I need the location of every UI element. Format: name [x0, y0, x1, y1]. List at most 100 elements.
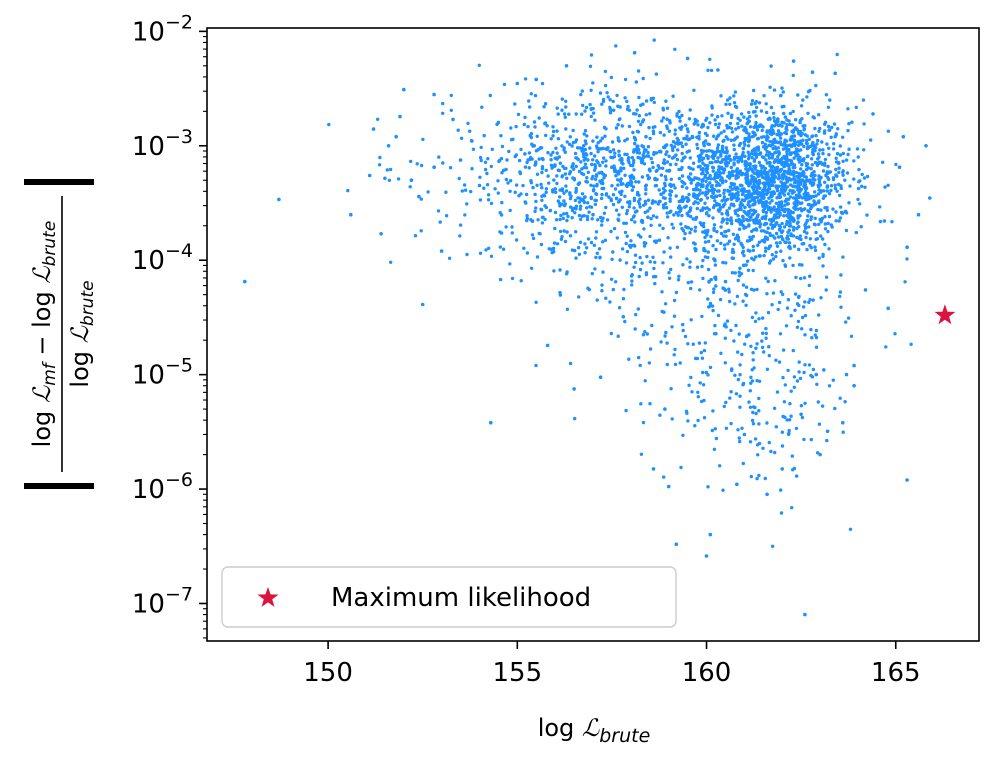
sample-point [627, 124, 632, 129]
sample-point [628, 200, 632, 204]
sample-point [668, 199, 672, 203]
sample-point [741, 146, 745, 151]
sample-point [558, 161, 562, 165]
sample-point [736, 187, 740, 191]
sample-point [756, 453, 760, 457]
sample-point [684, 123, 688, 127]
sample-point [702, 246, 706, 251]
sample-point [568, 135, 572, 139]
sample-point [713, 258, 717, 262]
sample-point [681, 195, 685, 199]
sample-point [766, 173, 770, 177]
sample-point [802, 370, 806, 375]
sample-point [680, 151, 684, 156]
sample-point [776, 140, 780, 145]
sample-point [635, 144, 639, 148]
sample-point [678, 361, 682, 365]
sample-point [792, 190, 796, 194]
sample-point [725, 126, 730, 130]
sample-point [833, 135, 837, 139]
sample-point [779, 203, 783, 207]
sample-point [821, 264, 825, 268]
sample-point [643, 202, 648, 206]
sample-point [828, 98, 832, 102]
sample-point [327, 122, 331, 127]
sample-point [814, 328, 819, 333]
sample-point [803, 207, 807, 211]
sample-point [760, 155, 765, 159]
sample-point [659, 173, 664, 177]
sample-point [458, 234, 462, 238]
sample-point [609, 75, 614, 80]
sample-point [663, 302, 668, 306]
sample-point [553, 226, 557, 231]
sample-point [598, 91, 603, 95]
sample-point [612, 226, 617, 231]
sample-point [747, 204, 752, 209]
sample-point [499, 134, 503, 138]
sample-point [623, 77, 628, 82]
sample-point [782, 121, 786, 125]
sample-point [732, 339, 736, 343]
sample-point [557, 155, 561, 159]
sample-point [759, 109, 764, 113]
sample-point [514, 183, 519, 187]
sample-point [583, 251, 587, 255]
sample-point [576, 182, 580, 186]
sample-point [519, 147, 523, 152]
sample-point [594, 255, 598, 260]
sample-point [714, 194, 718, 198]
sample-point [848, 527, 853, 531]
sample-point [796, 93, 800, 97]
sample-point [500, 171, 504, 175]
sample-point [670, 417, 674, 421]
sample-point [749, 208, 753, 212]
sample-point [522, 246, 526, 250]
sample-point [761, 125, 765, 129]
sample-point [777, 152, 781, 156]
sample-point [586, 286, 590, 290]
sample-point [857, 167, 861, 172]
sample-point [757, 317, 761, 321]
sample-point [603, 83, 608, 88]
sample-point [668, 197, 672, 201]
sample-point [627, 181, 631, 185]
sample-point [709, 234, 713, 239]
sample-point [844, 158, 849, 162]
sample-point [846, 107, 850, 111]
sample-point [700, 172, 704, 176]
sample-point [752, 164, 756, 168]
sample-point [825, 208, 829, 212]
sample-point [493, 187, 497, 191]
sample-point [835, 52, 839, 57]
sample-point [751, 351, 755, 355]
sample-point [780, 221, 784, 226]
sample-point [625, 208, 630, 213]
sample-point [743, 154, 747, 158]
sample-point [738, 394, 742, 398]
sample-point [794, 275, 798, 280]
sample-point [606, 95, 610, 99]
sample-point [843, 400, 847, 404]
sample-point [761, 145, 766, 149]
sample-point [772, 116, 776, 120]
sample-point [721, 234, 726, 238]
sample-point [722, 195, 726, 199]
sample-point [676, 213, 680, 217]
sample-point [651, 199, 655, 203]
sample-point [817, 256, 821, 260]
sample-point [729, 181, 733, 186]
sample-point [463, 213, 467, 217]
sample-point [677, 176, 682, 181]
sample-point [616, 178, 620, 182]
sample-point [513, 102, 517, 106]
sample-point [821, 169, 826, 173]
sample-point [825, 142, 829, 146]
sample-point [662, 310, 666, 314]
sample-point [633, 253, 638, 257]
sample-point [616, 334, 620, 338]
sample-point [738, 266, 742, 270]
sample-point [752, 221, 756, 225]
sample-point [409, 159, 413, 164]
sample-point [733, 373, 737, 377]
